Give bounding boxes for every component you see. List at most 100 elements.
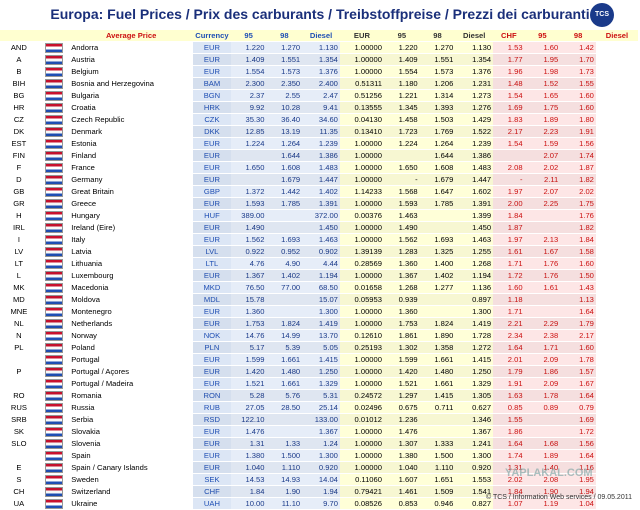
- price-cell: CZK: [193, 113, 231, 126]
- price-cell: 2.11: [524, 173, 561, 186]
- price-cell: EUR: [193, 173, 231, 186]
- price-cell: 1.64: [560, 305, 596, 318]
- country-row: IRL Ireland (Eire) EUR 1.490 1.450 1.00000 1.4…: [0, 221, 638, 234]
- country-row: LV Latvia LVL 0.922 0.952 0.902 1.39139 1.283 1.…: [0, 245, 638, 258]
- price-cell: 1.00000: [339, 365, 384, 378]
- price-cell: 2.17: [560, 329, 596, 342]
- price-cell: 1.391: [302, 197, 340, 210]
- price-cell: 1.55: [560, 77, 596, 90]
- price-cell: 5.28: [230, 389, 267, 402]
- flag-cell: [37, 77, 70, 90]
- price-cell: 1.500: [266, 449, 303, 462]
- price-cell: 1.644: [419, 149, 456, 162]
- flag-cell: [37, 461, 70, 474]
- flag: [44, 258, 63, 269]
- price-cell: 1.50: [560, 269, 596, 282]
- flag: [44, 222, 63, 233]
- price-cell: 1.554: [383, 65, 420, 78]
- price-cell: 1.490: [383, 221, 420, 234]
- price-cell: 1.367: [302, 425, 340, 438]
- price-cell: 1.483: [455, 161, 494, 174]
- price-cell: 1.77: [493, 53, 525, 66]
- country-row: GB Great Britain GBP 1.372 1.442 1.402 1.14233…: [0, 185, 638, 198]
- country-row: E Spain / Canary Islands EUR 1.040 1.110 0.92…: [0, 461, 638, 474]
- price-cell: 2.47: [302, 89, 340, 102]
- price-cell: 0.939: [383, 293, 420, 306]
- price-cell: 1.419: [302, 317, 340, 330]
- price-cell: 1.447: [455, 173, 494, 186]
- flag: [44, 126, 63, 137]
- country-code: BG: [0, 89, 38, 102]
- price-cell: 122.10: [230, 413, 267, 426]
- country-code: RUS: [0, 401, 38, 414]
- price-cell: 1.541: [455, 485, 494, 498]
- price-cell: 11.10: [266, 497, 303, 510]
- price-cell: 1.31: [230, 437, 267, 450]
- price-cell: 1.76: [524, 257, 561, 270]
- price-cell: 1.264: [266, 137, 303, 150]
- price-cell: 4.76: [230, 257, 267, 270]
- price-cell: [266, 221, 303, 234]
- country-row: CZ Czech Republic CZK 35.30 36.40 34.60 0.0413…: [0, 113, 638, 126]
- price-cell: MDL: [193, 293, 231, 306]
- price-cell: 1.00000: [339, 137, 384, 150]
- flag: [44, 402, 63, 413]
- price-cell: 1.651: [419, 473, 456, 486]
- price-cell: 1.110: [266, 461, 303, 474]
- price-cell: 1.450: [455, 221, 494, 234]
- country-name: Romania: [69, 389, 194, 402]
- price-cell: 2.00: [493, 197, 525, 210]
- country-code: EST: [0, 137, 38, 150]
- price-cell: 1.84: [493, 209, 525, 222]
- price-cell: 2.08: [493, 161, 525, 174]
- price-cell: 14.99: [266, 329, 303, 342]
- price-cell: 0.89: [524, 401, 561, 414]
- country-row: L Luxembourg EUR 1.367 1.402 1.194 1.00000 1.36…: [0, 269, 638, 282]
- price-cell: -: [493, 173, 525, 186]
- country-name: Czech Republic: [69, 113, 194, 126]
- price-cell: 1.136: [455, 281, 494, 294]
- price-cell: 1.00000: [339, 449, 384, 462]
- price-cell: 0.675: [383, 401, 420, 414]
- country-row: H Hungary HUF 389.00 372.00 0.00376 1.463 1.399…: [0, 209, 638, 222]
- price-cell: 0.51311: [339, 77, 384, 90]
- price-cell: 1.221: [383, 89, 420, 102]
- price-cell: 0.920: [302, 461, 340, 474]
- country-code: MK: [0, 281, 38, 294]
- price-cell: 1.39139: [339, 245, 384, 258]
- flag-cell: [37, 365, 70, 378]
- price-cell: 1.300: [455, 449, 494, 462]
- price-cell: 1.409: [230, 53, 267, 66]
- price-cell: [383, 149, 420, 162]
- flag: [44, 42, 63, 53]
- column-header: CHF: [493, 30, 525, 42]
- price-cell: 4.44: [302, 257, 340, 270]
- price-cell: 1.98: [524, 65, 561, 78]
- price-cell: 1.220: [230, 41, 267, 54]
- price-cell: 0.85: [493, 401, 525, 414]
- flag-cell: [37, 161, 70, 174]
- flag-cell: [37, 317, 70, 330]
- price-cell: 11.35: [302, 125, 340, 138]
- price-cell: 1.522: [455, 125, 494, 138]
- price-cell: 1.376: [302, 65, 340, 78]
- country-code: CH: [0, 485, 38, 498]
- price-cell: 1.329: [455, 377, 494, 390]
- country-row: Spain EUR 1.380 1.500 1.300 1.00000 1.380 1.500…: [0, 449, 638, 462]
- price-cell: 1.60: [560, 257, 596, 270]
- price-cell: PLN: [193, 341, 231, 354]
- price-cell: 0.25193: [339, 341, 384, 354]
- country-name: Latvia: [69, 245, 194, 258]
- price-cell: 1.785: [266, 197, 303, 210]
- country-name: Serbia: [69, 413, 194, 426]
- flag-cell: [37, 425, 70, 438]
- price-cell: 1.568: [383, 185, 420, 198]
- price-cell: 0.00376: [339, 209, 384, 222]
- price-cell: 2.13: [524, 233, 561, 246]
- price-cell: 14.04: [302, 473, 340, 486]
- price-cell: 2.400: [302, 77, 340, 90]
- price-cell: 1.56: [560, 437, 596, 450]
- price-cell: EUR: [193, 233, 231, 246]
- price-cell: 1.00000: [339, 41, 384, 54]
- price-cell: 1.300: [302, 449, 340, 462]
